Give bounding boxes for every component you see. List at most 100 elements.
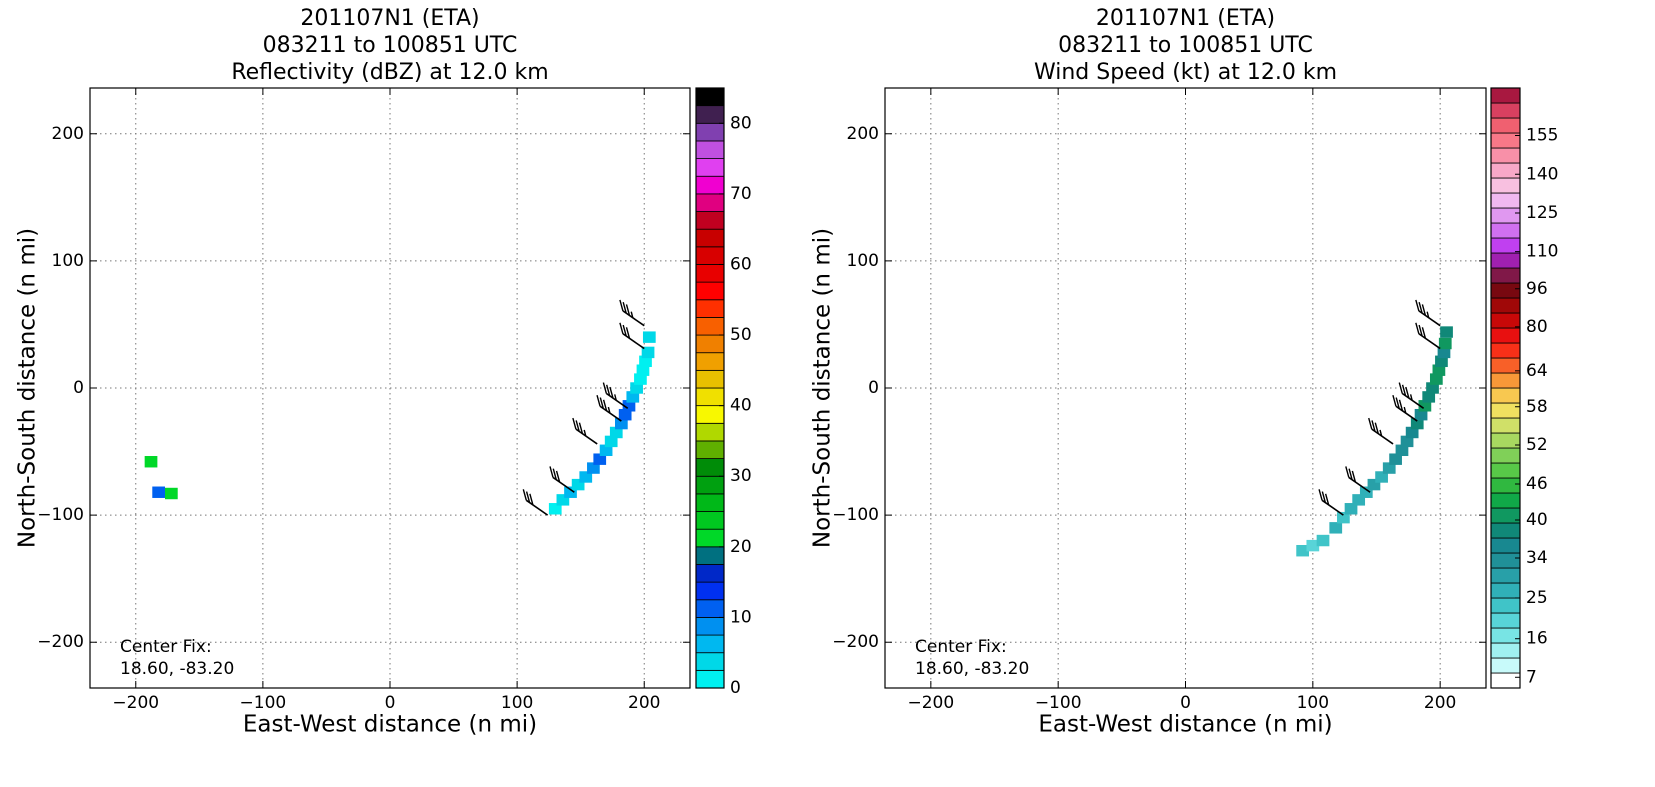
barb-feather <box>1351 470 1357 483</box>
colorbar-swatch <box>695 334 725 354</box>
barb-feather <box>1321 491 1327 503</box>
barb-feather <box>1395 397 1400 409</box>
x-axis-label: East-West distance (n mi) <box>243 712 537 738</box>
data-cell <box>1344 503 1358 515</box>
data-cell <box>615 417 628 430</box>
barb-staff <box>1418 310 1441 327</box>
colorbar-swatch <box>695 387 725 407</box>
colorbar-swatch <box>695 617 725 636</box>
colorbar-swatch <box>1490 477 1521 494</box>
barb-staff <box>622 310 645 327</box>
data-cell <box>618 408 632 421</box>
barb-feather <box>572 417 577 430</box>
barb-staff <box>1418 333 1441 350</box>
colorbar-swatch <box>695 228 725 248</box>
colorbar-swatch <box>695 405 725 424</box>
colorbar-swatch <box>1490 387 1521 404</box>
colorbar-swatch <box>1490 177 1521 194</box>
colorbar-swatch <box>1490 582 1521 599</box>
barb-staff <box>599 405 622 422</box>
colorbar-swatch <box>695 299 725 318</box>
barb-feather <box>1324 493 1330 506</box>
barb-feather <box>599 397 604 409</box>
barb-feather <box>522 489 527 501</box>
y-tick-label: 200 <box>52 124 84 144</box>
colorbar-swatch <box>695 352 725 371</box>
colorbar-swatch <box>1490 492 1521 509</box>
data-cell <box>639 355 652 368</box>
y-axis-label: North-South distance (n mi) <box>15 228 41 548</box>
chart-title: 083211 to 100851 UTC <box>1058 33 1313 58</box>
colorbar-swatch <box>1490 552 1521 569</box>
colorbar-swatch <box>1490 627 1521 644</box>
data-cell <box>1367 478 1381 491</box>
barb-feather <box>1371 420 1376 432</box>
barb-feather <box>1374 422 1379 434</box>
barb-feather <box>1415 322 1420 334</box>
barb-feather <box>1392 395 1397 407</box>
y-tick-label: −100 <box>37 505 84 525</box>
data-cell <box>622 400 636 412</box>
barb-feather <box>1409 394 1413 401</box>
chart-title: 201107N1 (ETA) <box>300 6 479 31</box>
colorbar-swatch <box>695 281 725 301</box>
data-cell <box>1316 534 1330 547</box>
barb-feather <box>596 395 601 407</box>
barb-feather <box>625 304 631 316</box>
data-cell <box>1410 417 1424 430</box>
colorbar-swatch <box>695 440 725 459</box>
barb-feather <box>583 429 587 437</box>
y-tick-label: −100 <box>832 505 879 525</box>
colorbar-swatch <box>695 105 725 124</box>
y-tick-label: −200 <box>37 632 84 652</box>
colorbar-swatch <box>1490 162 1521 179</box>
barb-staff <box>552 476 575 493</box>
barb-feather <box>529 493 534 506</box>
data-cell <box>144 456 158 468</box>
colorbar-swatch <box>1490 282 1521 299</box>
barb-staff <box>575 428 598 445</box>
chart-title: Reflectivity (dBZ) at 12.0 km <box>231 60 548 85</box>
wind-barb <box>619 299 645 327</box>
data-cell <box>165 487 178 500</box>
colorbar-swatch <box>695 264 725 283</box>
colorbar-swatch <box>1490 402 1521 419</box>
chart-title: 083211 to 100851 UTC <box>263 33 518 58</box>
colorbar-swatch <box>695 422 725 442</box>
data-cell <box>1395 444 1409 457</box>
barb-feather <box>1418 324 1423 337</box>
colorbar-tick-label: 58 <box>1526 397 1548 417</box>
colorbar-swatch <box>695 87 725 107</box>
colorbar-swatch <box>1490 237 1521 254</box>
x-axis-label: East-West distance (n mi) <box>1038 712 1332 738</box>
colorbar-tick-label: 140 <box>1526 164 1558 184</box>
colorbar-tick-label: 20 <box>730 537 752 557</box>
colorbar-swatch <box>695 652 725 671</box>
colorbar-swatch <box>1490 417 1521 434</box>
colorbar-swatch <box>1490 432 1521 449</box>
data-cell <box>1437 346 1451 359</box>
data-cell <box>1414 408 1428 421</box>
annotation: 18.60, -83.20 <box>915 659 1029 679</box>
data-cell <box>1375 471 1388 483</box>
colorbar-tick-label: 40 <box>730 396 752 416</box>
colorbar-tick-label: 34 <box>1526 548 1548 568</box>
barb-staff <box>622 333 645 350</box>
data-cell <box>642 331 656 343</box>
wind-barb <box>572 417 598 445</box>
data-cell <box>1337 511 1350 524</box>
colorbar-swatch <box>695 193 725 212</box>
colorbar-swatch <box>1490 87 1521 104</box>
wind-barb <box>1318 489 1344 516</box>
plot-frame <box>884 87 1487 689</box>
barb-feather <box>1379 429 1383 437</box>
x-tick-label: 100 <box>501 693 533 713</box>
annotation: Center Fix: <box>120 637 212 657</box>
y-tick-label: 0 <box>73 378 84 398</box>
x-tick-label: 0 <box>385 693 396 713</box>
wind-barb <box>1392 395 1418 422</box>
colorbar-swatch <box>695 140 725 159</box>
y-tick-label: 200 <box>847 124 879 144</box>
colorbar-tick-label: 155 <box>1526 126 1558 146</box>
colorbar-swatch <box>1490 192 1521 209</box>
